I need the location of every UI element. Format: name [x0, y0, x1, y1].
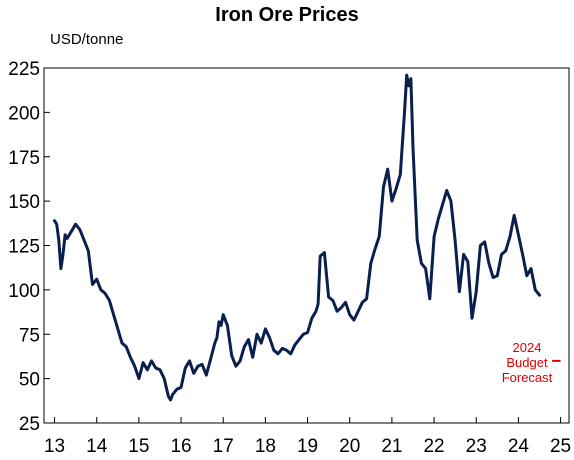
y-tick-label: 125 — [8, 237, 40, 258]
x-tick-label: 24 — [508, 436, 530, 457]
y-tick-label: 100 — [8, 281, 40, 302]
y-tick-label: 175 — [8, 148, 40, 169]
y-tick-label: 150 — [8, 192, 40, 213]
y-tick-label: 50 — [19, 370, 40, 391]
x-tick-label: 21 — [381, 436, 402, 457]
x-tick-label: 25 — [550, 436, 571, 457]
chart-title: Iron Ore Prices — [215, 4, 359, 26]
plot-frame — [43, 67, 570, 424]
x-tick-label: 15 — [128, 436, 149, 457]
x-tick-label: 19 — [297, 436, 318, 457]
y-tick-label: 75 — [19, 325, 40, 346]
y-tick-label: 225 — [8, 59, 40, 80]
y-tick-label: 25 — [19, 414, 40, 435]
x-tick-label: 17 — [213, 436, 234, 457]
x-tick-label: 22 — [423, 436, 444, 457]
y-axis-unit-label: USD/tonne — [50, 31, 124, 48]
x-tick-label: 16 — [170, 436, 191, 457]
budget-forecast-label: 2024 Budget Forecast — [502, 340, 553, 385]
x-tick-label: 18 — [255, 436, 276, 457]
y-tick-label: 200 — [8, 103, 40, 124]
iron-ore-price-series-line — [53, 73, 541, 402]
x-tick-label: 13 — [44, 436, 65, 457]
x-tick-label: 14 — [86, 436, 108, 457]
x-axis-ticks: 13 14 15 16 17 18 19 20 21 22 23 24 25 — [44, 417, 571, 457]
x-tick-label: 23 — [466, 436, 487, 457]
x-tick-label: 20 — [339, 436, 360, 457]
y-axis-ticks: 25 50 75 100 125 150 175 200 225 — [8, 59, 50, 435]
